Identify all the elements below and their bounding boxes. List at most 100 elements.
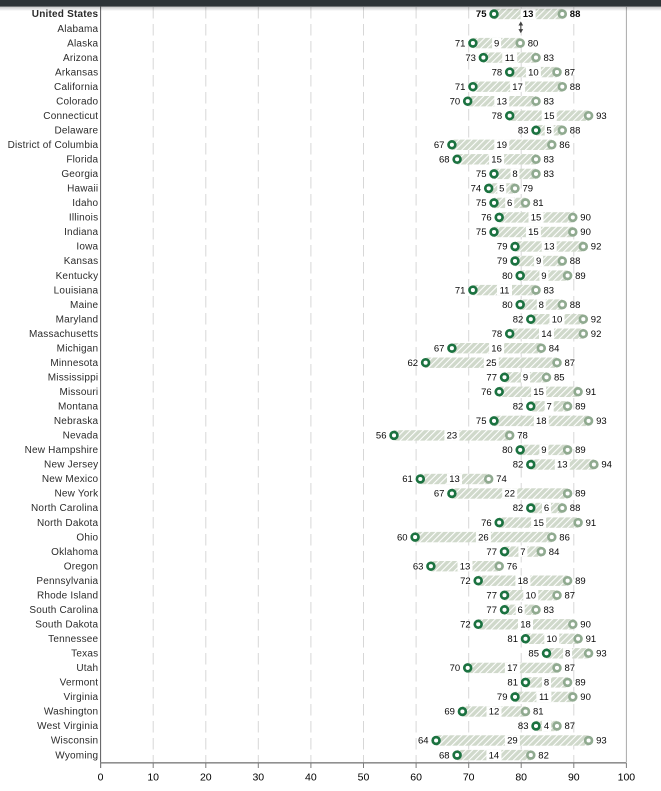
svg-text:15: 15 bbox=[544, 111, 555, 122]
svg-text:New Mexico: New Mexico bbox=[42, 474, 99, 485]
svg-text:Montana: Montana bbox=[58, 402, 99, 413]
svg-text:Alabama: Alabama bbox=[57, 24, 98, 35]
svg-text:Iowa: Iowa bbox=[76, 242, 98, 253]
svg-text:7: 7 bbox=[547, 402, 552, 413]
svg-text:8: 8 bbox=[544, 678, 549, 689]
svg-text:11: 11 bbox=[539, 692, 549, 703]
svg-text:89: 89 bbox=[575, 445, 586, 456]
svg-text:Pennsylvania: Pennsylvania bbox=[36, 576, 98, 587]
svg-text:76: 76 bbox=[481, 213, 492, 224]
svg-text:Missouri: Missouri bbox=[59, 387, 98, 398]
svg-text:90: 90 bbox=[580, 213, 591, 224]
svg-text:67: 67 bbox=[434, 343, 445, 354]
svg-text:Rhode Island: Rhode Island bbox=[37, 590, 98, 601]
svg-text:6: 6 bbox=[507, 198, 512, 209]
svg-text:88: 88 bbox=[570, 82, 581, 93]
svg-text:82: 82 bbox=[513, 460, 524, 471]
svg-text:Indiana: Indiana bbox=[64, 227, 98, 238]
svg-text:15: 15 bbox=[528, 227, 539, 238]
svg-text:50: 50 bbox=[358, 771, 370, 783]
svg-text:91: 91 bbox=[586, 518, 597, 529]
svg-text:18: 18 bbox=[536, 416, 547, 427]
svg-text:Virginia: Virginia bbox=[64, 692, 99, 703]
svg-text:92: 92 bbox=[591, 242, 602, 253]
svg-text:75: 75 bbox=[476, 416, 487, 427]
svg-text:North Carolina: North Carolina bbox=[31, 503, 99, 514]
svg-text:81: 81 bbox=[533, 707, 544, 718]
svg-text:Minnesota: Minnesota bbox=[50, 358, 98, 369]
svg-text:80: 80 bbox=[515, 771, 527, 783]
svg-text:Nevada: Nevada bbox=[63, 431, 99, 442]
svg-text:71: 71 bbox=[455, 285, 466, 296]
svg-text:Massachusetts: Massachusetts bbox=[29, 329, 98, 340]
svg-text:Arizona: Arizona bbox=[63, 53, 99, 64]
svg-text:79: 79 bbox=[497, 256, 508, 267]
svg-text:77: 77 bbox=[486, 373, 497, 384]
svg-text:9: 9 bbox=[541, 271, 546, 282]
svg-text:8: 8 bbox=[565, 649, 570, 660]
svg-text:77: 77 bbox=[486, 590, 497, 601]
svg-text:12: 12 bbox=[489, 707, 500, 718]
svg-text:New Jersey: New Jersey bbox=[44, 460, 98, 471]
svg-text:78: 78 bbox=[492, 111, 503, 122]
svg-text:8: 8 bbox=[539, 300, 544, 311]
svg-text:13: 13 bbox=[557, 460, 568, 471]
svg-text:88: 88 bbox=[570, 503, 581, 514]
svg-text:79: 79 bbox=[523, 184, 534, 195]
svg-text:93: 93 bbox=[596, 649, 607, 660]
svg-text:30: 30 bbox=[252, 771, 264, 783]
svg-text:Alaska: Alaska bbox=[67, 38, 98, 49]
svg-text:87: 87 bbox=[565, 721, 576, 732]
svg-text:Oregon: Oregon bbox=[64, 561, 99, 572]
svg-text:93: 93 bbox=[596, 111, 607, 122]
svg-text:19: 19 bbox=[497, 140, 508, 151]
svg-text:11: 11 bbox=[505, 53, 515, 64]
svg-text:85: 85 bbox=[554, 373, 565, 384]
svg-text:9: 9 bbox=[523, 373, 528, 384]
svg-text:76: 76 bbox=[481, 387, 492, 398]
svg-text:90: 90 bbox=[580, 620, 591, 631]
svg-text:89: 89 bbox=[575, 402, 586, 413]
svg-text:15: 15 bbox=[531, 213, 542, 224]
svg-text:72: 72 bbox=[460, 576, 471, 587]
svg-text:10: 10 bbox=[147, 771, 159, 783]
svg-text:10: 10 bbox=[528, 67, 539, 78]
svg-text:10: 10 bbox=[552, 314, 563, 325]
svg-text:87: 87 bbox=[565, 663, 576, 674]
svg-text:10: 10 bbox=[547, 634, 558, 645]
svg-text:Vermont: Vermont bbox=[60, 678, 99, 689]
svg-text:91: 91 bbox=[586, 634, 597, 645]
svg-text:83: 83 bbox=[518, 126, 529, 137]
svg-text:91: 91 bbox=[586, 387, 597, 398]
svg-text:93: 93 bbox=[596, 416, 607, 427]
svg-text:18: 18 bbox=[518, 576, 529, 587]
svg-text:92: 92 bbox=[591, 329, 602, 340]
svg-text:5: 5 bbox=[499, 184, 504, 195]
svg-text:Maryland: Maryland bbox=[56, 314, 99, 325]
svg-text:75: 75 bbox=[476, 198, 487, 209]
svg-text:Arkansas: Arkansas bbox=[55, 67, 98, 78]
svg-text:9: 9 bbox=[494, 38, 499, 49]
svg-text:86: 86 bbox=[559, 140, 570, 151]
svg-text:89: 89 bbox=[575, 271, 586, 282]
svg-text:88: 88 bbox=[570, 300, 581, 311]
svg-text:67: 67 bbox=[434, 140, 445, 151]
svg-text:73: 73 bbox=[465, 53, 476, 64]
svg-text:88: 88 bbox=[570, 126, 581, 137]
svg-text:86: 86 bbox=[559, 532, 570, 543]
svg-text:13: 13 bbox=[544, 242, 555, 253]
svg-text:Mississippi: Mississippi bbox=[48, 373, 99, 384]
svg-text:Georgia: Georgia bbox=[61, 169, 98, 180]
svg-text:92: 92 bbox=[591, 314, 602, 325]
svg-text:69: 69 bbox=[444, 707, 455, 718]
svg-text:90: 90 bbox=[580, 227, 591, 238]
svg-text:61: 61 bbox=[402, 474, 413, 485]
svg-text:9: 9 bbox=[536, 256, 541, 267]
svg-text:20: 20 bbox=[200, 771, 212, 783]
svg-text:81: 81 bbox=[507, 678, 518, 689]
svg-text:70: 70 bbox=[450, 663, 461, 674]
svg-text:Ohio: Ohio bbox=[76, 532, 98, 543]
svg-text:Nebraska: Nebraska bbox=[54, 416, 99, 427]
svg-text:8: 8 bbox=[512, 169, 517, 180]
svg-text:75: 75 bbox=[476, 9, 487, 20]
